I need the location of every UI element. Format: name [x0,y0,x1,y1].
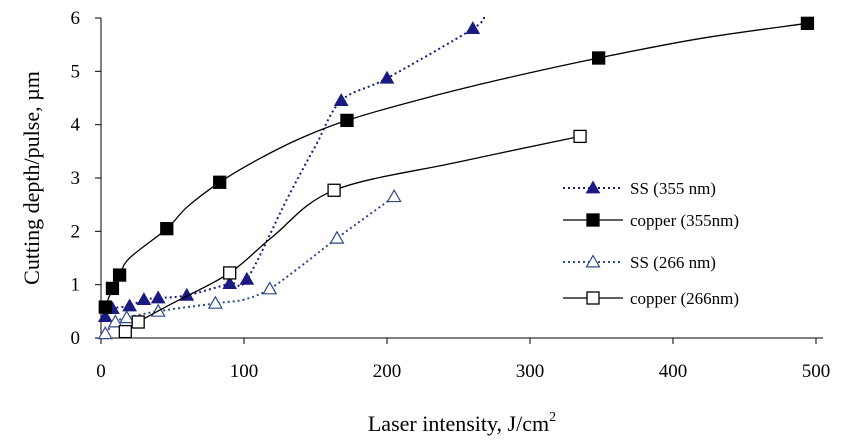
data-point [107,314,123,328]
data-point [333,93,349,107]
series-4 [118,129,587,339]
x-tick-label: 400 [659,361,688,382]
data-point [379,70,395,84]
legend-label: SS (355 nm) [630,179,716,198]
y-ticks: 0 1 2 3 4 5 6 [71,8,101,349]
data-point [122,298,137,312]
x-tick-label: 0 [96,361,106,382]
data-point [800,16,815,30]
series-layer [97,14,815,340]
data-point [207,295,223,309]
y-tick-label: 5 [71,61,81,82]
x-axis-title: Laser intensity, J/cm2 [368,410,556,436]
series-2 [98,16,815,314]
data-point [97,309,113,323]
y-tick-label: 3 [71,168,81,189]
data-point [119,310,135,324]
legend-label: copper (266nm) [630,289,739,308]
series-line [104,195,395,335]
x-tick-label: 100 [230,361,259,382]
series-3 [97,188,402,340]
data-point [239,271,255,285]
legend-marker [585,254,601,268]
data-point [222,276,238,289]
data-point [160,222,174,236]
data-point [591,51,606,65]
y-tick-label: 0 [71,328,81,349]
data-point [213,175,227,189]
data-point [386,188,402,203]
x-axis-title-main: Laser intensity, J/cm [368,411,549,436]
data-point [136,292,152,305]
x-axis-title-superscript: 2 [549,410,556,425]
y-tick-label: 1 [71,275,81,296]
data-point [465,21,481,35]
data-point [150,290,166,304]
data-point [329,230,345,244]
y-tick-label: 2 [71,221,81,242]
y-axis-title: Cutting depth/pulse, µm [19,71,44,285]
data-point [262,281,278,295]
x-tick-label: 200 [373,361,402,382]
data-point [340,113,354,128]
data-point [112,268,127,282]
legend: SS (355 nm) copper (355nm) SS (266 nm) copp… [563,179,739,308]
legend-marker [586,213,600,227]
legend-marker [586,291,600,305]
x-ticks: 0 100 200 300 400 500 [96,338,830,382]
series-line [124,135,581,333]
legend-label: SS (266 nm) [630,253,716,272]
data-point [131,315,145,329]
y-tick-label: 6 [71,8,81,29]
x-tick-label: 500 [802,361,831,382]
data-point [118,324,132,339]
data-point [97,326,113,340]
data-point [105,281,120,296]
data-point [223,266,237,280]
data-point [98,300,112,314]
data-point [327,183,341,197]
y-tick-label: 4 [71,115,81,136]
data-point [573,129,587,144]
legend-marker [585,180,601,194]
x-tick-label: 300 [516,361,545,382]
legend-label: copper (355nm) [630,211,739,230]
